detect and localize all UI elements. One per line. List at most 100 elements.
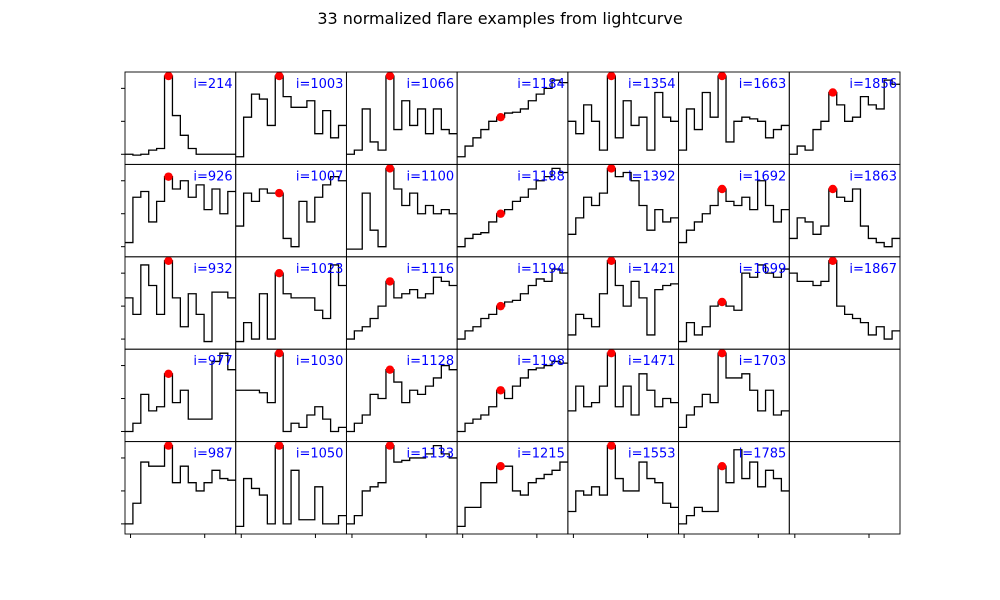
peak-marker <box>164 369 173 378</box>
peak-marker <box>607 349 616 358</box>
panel: i=1699 <box>678 256 790 350</box>
peak-marker <box>385 71 395 81</box>
panel: i=1785 <box>678 441 790 538</box>
panel: i=1215 <box>456 441 569 538</box>
panel-label: i=987 <box>193 447 232 462</box>
panel-label: i=1699 <box>739 262 787 277</box>
panel-label: i=1066 <box>407 77 455 92</box>
panel: i=1116 <box>345 256 458 350</box>
panel-label: i=977 <box>193 354 232 369</box>
panel-label: i=1856 <box>849 77 897 92</box>
panel: i=1392 <box>567 163 680 258</box>
panel-label: i=1215 <box>517 447 565 462</box>
series-line <box>346 75 458 155</box>
panel-label: i=1184 <box>517 77 565 92</box>
series-line <box>567 444 679 513</box>
panel: i=1471 <box>567 348 680 443</box>
panel: i=214 <box>121 71 237 165</box>
peak-marker <box>828 256 837 265</box>
peak-marker <box>496 113 505 122</box>
panel-label: i=932 <box>193 262 232 277</box>
peak-marker <box>164 71 173 81</box>
panel: i=1003 <box>235 71 347 165</box>
peak-marker <box>717 184 727 194</box>
peak-marker <box>164 441 173 450</box>
panel: i=1007 <box>235 163 347 258</box>
panel-label: i=1194 <box>517 262 565 277</box>
panel-label: i=1128 <box>407 354 455 369</box>
panel-label: i=1421 <box>628 262 676 277</box>
panel: i=1692 <box>678 163 790 258</box>
panel-label: i=1354 <box>628 77 676 92</box>
series-line <box>346 276 458 340</box>
peak-marker <box>607 164 616 173</box>
panel <box>788 441 901 538</box>
panel: i=1030 <box>235 348 347 443</box>
panel: i=1421 <box>567 256 680 350</box>
peak-marker <box>275 441 284 450</box>
series-line <box>235 175 347 248</box>
series-line <box>457 268 568 340</box>
panel-label: i=1785 <box>739 447 787 462</box>
panel-frame <box>788 348 901 443</box>
panel-label: i=1003 <box>296 77 344 92</box>
series-line <box>567 75 679 151</box>
panel: i=1703 <box>678 348 790 443</box>
panel-label: i=1863 <box>849 169 897 184</box>
peak-marker <box>717 297 727 307</box>
peak-marker <box>275 188 284 198</box>
series-line <box>235 264 347 343</box>
panel-label: i=1188 <box>517 169 565 184</box>
panel: i=1867 <box>788 256 901 350</box>
series-line <box>567 260 679 336</box>
peak-marker <box>496 386 505 395</box>
panel-label: i=926 <box>193 169 232 184</box>
panel-label: i=1023 <box>296 262 344 277</box>
series-line <box>678 75 790 151</box>
series-line <box>346 444 458 525</box>
panel-label: i=1100 <box>407 169 455 184</box>
panel: i=1188 <box>456 163 569 258</box>
panel: i=1863 <box>788 163 901 258</box>
peak-marker <box>828 184 837 194</box>
series-line <box>678 180 790 244</box>
panel-label: i=1050 <box>296 447 344 462</box>
series-line <box>457 461 568 527</box>
panel: i=1354 <box>567 71 680 165</box>
series-line <box>457 360 568 433</box>
panel: i=1198 <box>456 348 569 443</box>
series-line <box>567 167 679 235</box>
figure-title: 33 normalized flare examples from lightc… <box>317 9 683 28</box>
panel: i=1133 <box>345 441 458 538</box>
peak-marker <box>385 277 395 286</box>
panel-label: i=1471 <box>628 354 676 369</box>
series-line <box>678 352 790 429</box>
panel: i=1100 <box>345 163 458 258</box>
panel-frame <box>788 441 901 535</box>
panel: i=1194 <box>456 256 569 350</box>
panel: i=1663 <box>678 71 790 165</box>
panel-label: i=1553 <box>628 447 676 462</box>
series-line <box>125 175 236 244</box>
series-line <box>235 352 347 433</box>
series-line <box>789 79 900 155</box>
peak-marker <box>385 164 395 173</box>
peak-marker <box>385 441 395 450</box>
panel: i=926 <box>121 163 237 258</box>
peak-marker <box>385 365 395 374</box>
panel-label: i=1703 <box>739 354 787 369</box>
series-line <box>789 260 900 340</box>
peak-marker <box>496 301 505 311</box>
series-line <box>457 79 568 158</box>
series-line <box>346 364 458 433</box>
panel: i=1128 <box>345 348 458 443</box>
series-line <box>346 167 458 250</box>
peak-marker <box>607 256 616 265</box>
series-line <box>567 352 679 416</box>
series-line <box>235 444 347 527</box>
panel-label: i=1030 <box>296 354 344 369</box>
panel-label: i=1007 <box>296 169 344 184</box>
peak-marker <box>275 268 284 278</box>
series-line <box>125 352 236 433</box>
